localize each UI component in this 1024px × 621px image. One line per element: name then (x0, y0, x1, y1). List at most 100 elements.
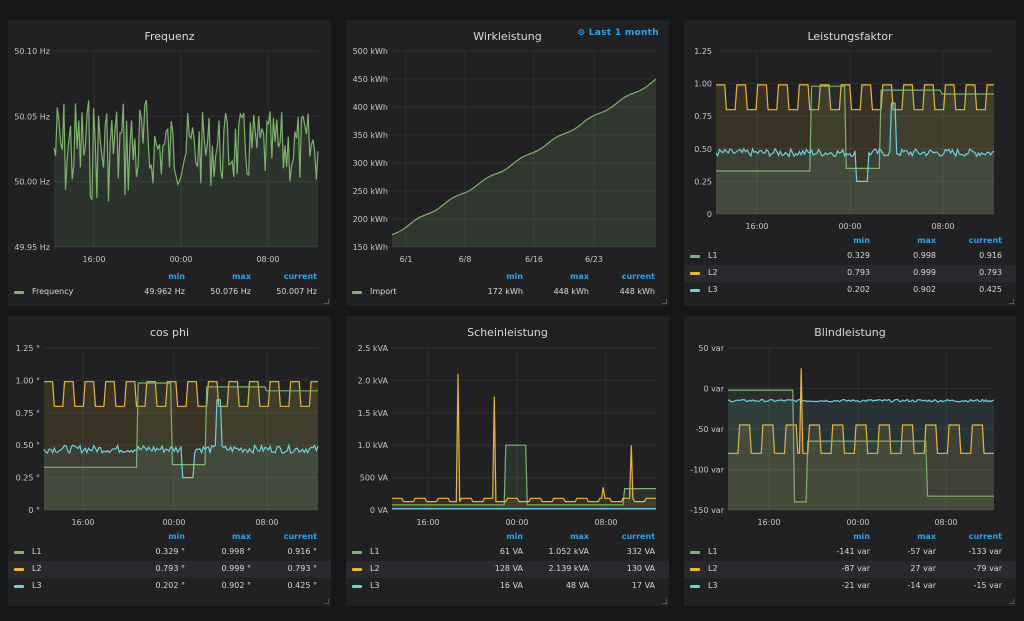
panel-wirkleistung[interactable]: Wirkleistung ⊙ Last 1 month 500 kWh 450 k… (346, 20, 669, 306)
series-color-swatch[interactable] (690, 568, 700, 571)
legend-header-min[interactable]: min (853, 532, 870, 541)
series-name[interactable]: L1 (708, 547, 718, 556)
legend-header-max[interactable]: max (232, 272, 251, 281)
legend-row-l1[interactable]: L1 0.329 0.998 0.916 (684, 248, 1016, 265)
series-name[interactable]: Frequency (32, 287, 74, 296)
legend-header-min[interactable]: min (168, 532, 185, 541)
series-color-swatch[interactable] (14, 568, 24, 571)
series-color-swatch[interactable] (352, 585, 362, 588)
legend-row-l3[interactable]: L3 16 VA 48 VA 17 VA (346, 578, 669, 595)
series-name[interactable]: L3 (708, 285, 718, 294)
series-name[interactable]: L1 (32, 547, 42, 556)
l3-series-line[interactable] (728, 398, 995, 403)
l1-series-line[interactable] (728, 389, 994, 503)
series-color-swatch[interactable] (690, 551, 700, 554)
series-name[interactable]: L3 (32, 581, 42, 590)
l3-series-line[interactable] (43, 399, 319, 479)
series-name[interactable]: L2 (370, 564, 380, 573)
l2-series-line[interactable] (728, 368, 994, 454)
resize-handle[interactable] (662, 599, 667, 604)
series-name[interactable]: L3 (370, 581, 380, 590)
legend-row-l2[interactable]: L2 -87 var 27 var -79 var (684, 561, 1016, 578)
legend-row-l1[interactable]: L1 61 VA 1.052 kVA 332 VA (346, 544, 669, 561)
panel-cosphi[interactable]: cos phi 1.25 ° 1.00 ° 0.75 ° 0.50 ° 0.25 ° 0 … (8, 316, 331, 606)
panel-title[interactable]: cos phi (149, 326, 189, 339)
legend-header-current[interactable]: current (621, 532, 655, 541)
legend-row-l1[interactable]: L1 -141 var -57 var -133 var (684, 544, 1016, 561)
legend-value-max: 0.999 ° (221, 564, 251, 573)
panel-title[interactable]: Frequenz (144, 30, 195, 43)
legend-row-l1[interactable]: L1 0.329 ° 0.998 ° 0.916 ° (8, 544, 331, 561)
series-color-swatch[interactable] (14, 291, 24, 294)
series-name[interactable]: L2 (708, 564, 718, 573)
reactive-power-chart[interactable]: 50 var 0 var -50 var -100 var -150 var 16:00 0… (684, 316, 1016, 606)
resize-handle[interactable] (662, 299, 667, 304)
resize-handle[interactable] (1009, 599, 1014, 604)
legend-header-max[interactable]: max (570, 272, 589, 281)
legend-row-l2[interactable]: L2 0.793 0.999 0.793 (684, 265, 1016, 282)
l3-series-line[interactable] (715, 102, 995, 182)
series-color-swatch[interactable] (14, 585, 24, 588)
legend-header-current[interactable]: current (968, 236, 1002, 245)
resize-handle[interactable] (324, 299, 329, 304)
resize-handle[interactable] (324, 599, 329, 604)
legend-header-max[interactable]: max (570, 532, 589, 541)
l2-series-line[interactable] (44, 381, 318, 407)
resize-handle[interactable] (1009, 299, 1014, 304)
series-name[interactable]: L3 (708, 581, 718, 590)
import-series-line[interactable] (391, 78, 657, 236)
l1-series-line[interactable] (44, 382, 318, 468)
series-color-swatch[interactable] (352, 291, 362, 294)
legend-row-l2[interactable]: L2 0.793 ° 0.999 ° 0.793 ° (8, 561, 331, 578)
series-color-swatch[interactable] (690, 585, 700, 588)
legend-header-current[interactable]: current (621, 272, 655, 281)
legend-value-current: 130 VA (626, 564, 655, 573)
legend-header-min[interactable]: min (506, 272, 523, 281)
panel-leistungsfaktor[interactable]: Leistungsfaktor 1.25 1.00 0.75 0.50 0.25 0 16:… (684, 20, 1016, 306)
panel-title[interactable]: Blindleistung (814, 326, 886, 339)
l2-series-line[interactable] (392, 373, 656, 503)
series-name[interactable]: L1 (708, 251, 718, 260)
series-color-swatch[interactable] (690, 289, 700, 292)
legend-header-current[interactable]: current (968, 532, 1002, 541)
powerfactor-chart[interactable]: 1.25 1.00 0.75 0.50 0.25 0 16:00 00:00 08:00 (684, 20, 1016, 306)
legend-header-current[interactable]: current (283, 272, 317, 281)
series-color-swatch[interactable] (690, 255, 700, 258)
import-chart[interactable]: 500 kWh 450 kWh 400 kWh 350 kWh 300 kWh 250 k… (346, 20, 669, 306)
l2-series-line[interactable] (716, 84, 994, 111)
series-color-swatch[interactable] (352, 551, 362, 554)
legend-row-l3[interactable]: L3 -21 var -14 var -15 var (684, 578, 1016, 595)
series-color-swatch[interactable] (352, 568, 362, 571)
legend-header-max[interactable]: max (232, 532, 251, 541)
panel-title[interactable]: Wirkleistung (473, 30, 542, 43)
legend-header-min[interactable]: min (853, 236, 870, 245)
legend-header-min[interactable]: min (506, 532, 523, 541)
legend-row-l3[interactable]: L3 0.202 0.902 0.425 (684, 282, 1016, 299)
series-name[interactable]: L1 (370, 547, 380, 556)
l1-series-line[interactable] (716, 85, 994, 172)
series-name[interactable]: L2 (32, 564, 42, 573)
series-color-swatch[interactable] (14, 551, 24, 554)
l1-series-line[interactable] (392, 444, 656, 506)
legend-header-current[interactable]: current (283, 532, 317, 541)
cosphi-chart[interactable]: 1.25 ° 1.00 ° 0.75 ° 0.50 ° 0.25 ° 0 ° 16:00 00… (8, 316, 331, 606)
series-color-swatch[interactable] (690, 272, 700, 275)
apparent-power-chart[interactable]: 2.5 kVA 2.0 kVA 1.5 kVA 1.0 kVA 500 VA 0 VA 16… (346, 316, 669, 606)
panel-scheinleistung[interactable]: Scheinleistung 2.5 kVA 2.0 kVA 1.5 kVA 1.0 … (346, 316, 669, 606)
time-range-indicator[interactable]: ⊙ Last 1 month (577, 28, 659, 38)
legend-row-l3[interactable]: L3 0.202 ° 0.902 ° 0.425 ° (8, 578, 331, 595)
frequency-series-line[interactable] (53, 100, 319, 202)
panel-title[interactable]: Leistungsfaktor (807, 30, 893, 43)
legend-row-l2[interactable]: L2 128 VA 2.139 kVA 130 VA (346, 561, 669, 578)
legend-header-min[interactable]: min (168, 272, 185, 281)
legend-header-max[interactable]: max (917, 236, 936, 245)
frequency-chart[interactable]: 50.10 Hz 50.05 Hz 50.00 Hz 49.95 Hz 16:00 00:… (8, 20, 331, 306)
panel-frequenz[interactable]: Frequenz 50.10 Hz 50.05 Hz 50.00 Hz 49.95 H… (8, 20, 331, 306)
panel-title[interactable]: Scheinleistung (467, 326, 548, 339)
panel-blindleistung[interactable]: Blindleistung 50 var 0 var -50 var -100 var… (684, 316, 1016, 606)
series-name[interactable]: L2 (708, 268, 718, 277)
series-name[interactable]: Import (370, 287, 397, 296)
legend-header-max[interactable]: max (917, 532, 936, 541)
legend-row-import[interactable]: Import 172 kWh 448 kWh 448 kWh (346, 284, 669, 301)
legend-row-frequency[interactable]: Frequency 49.962 Hz 50.076 Hz 50.007 Hz (8, 284, 331, 301)
